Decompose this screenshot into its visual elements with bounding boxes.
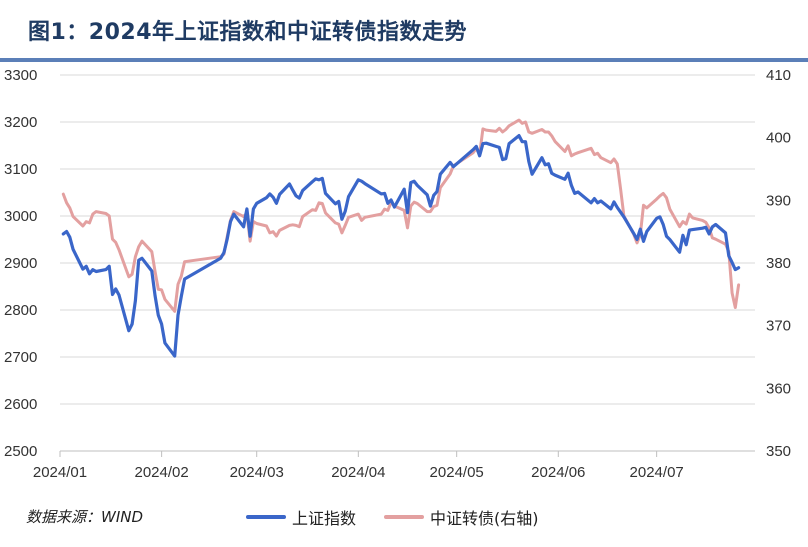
y-left-tick-label: 3200 [4,114,37,131]
title-rule [0,58,808,62]
y-left-tick-label: 2900 [4,255,37,272]
y-axis-right: 410 400 390 380 370 360 350 [766,67,791,460]
x-tick-label: 2024/07 [630,464,684,481]
title-bar: 图1：2024年上证指数和中证转债指数走势 [0,0,808,62]
source-note: 数据来源：WIND [26,508,144,526]
x-tick-label: 2024/05 [430,464,484,481]
y-axis-left: 3300 3200 3100 3000 2900 2800 2700 2600 2500 [4,67,37,460]
legend-label-convertible: 中证转债(右轴) [430,509,539,528]
x-axis: 2024/01 2024/02 2024/03 2024/04 2024/05 2024/… [33,451,684,481]
y-right-tick-label: 380 [766,255,791,272]
x-tick-label: 2024/02 [135,464,189,481]
x-tick-label: 2024/06 [531,464,585,481]
y-left-tick-label: 2500 [4,443,37,460]
y-right-tick-label: 410 [766,67,791,84]
y-right-tick-label: 390 [766,192,791,209]
y-left-tick-label: 3300 [4,67,37,84]
y-left-tick-label: 2700 [4,349,37,366]
grid-lines [60,74,755,452]
x-tick-label: 2024/04 [331,464,385,481]
x-tick-label: 2024/03 [230,464,284,481]
chart-title: 图1：2024年上证指数和中证转债指数走势 [28,20,468,45]
y-right-tick-label: 370 [766,318,791,335]
legend-line-convertible [384,515,425,519]
legend-line-shanghai [246,515,286,519]
series-line-shanghai [61,134,741,358]
y-left-tick-label: 2600 [4,396,37,413]
y-right-tick-label: 400 [766,130,791,147]
legend-item-convertible: 中证转债(右轴) [384,505,539,529]
legend-label-shanghai: 上证指数 [292,509,357,528]
y-right-tick-label: 360 [766,380,791,397]
y-right-tick-label: 350 [766,443,791,460]
y-left-tick-label: 3100 [4,161,37,178]
series-lines [61,118,741,358]
x-tick-label: 2024/01 [33,464,87,481]
y-left-tick-label: 3000 [4,208,37,225]
y-left-tick-label: 2800 [4,302,37,319]
legend: 上证指数 中证转债(右轴) [246,506,539,528]
legend-item-shanghai: 上证指数 [246,505,356,529]
